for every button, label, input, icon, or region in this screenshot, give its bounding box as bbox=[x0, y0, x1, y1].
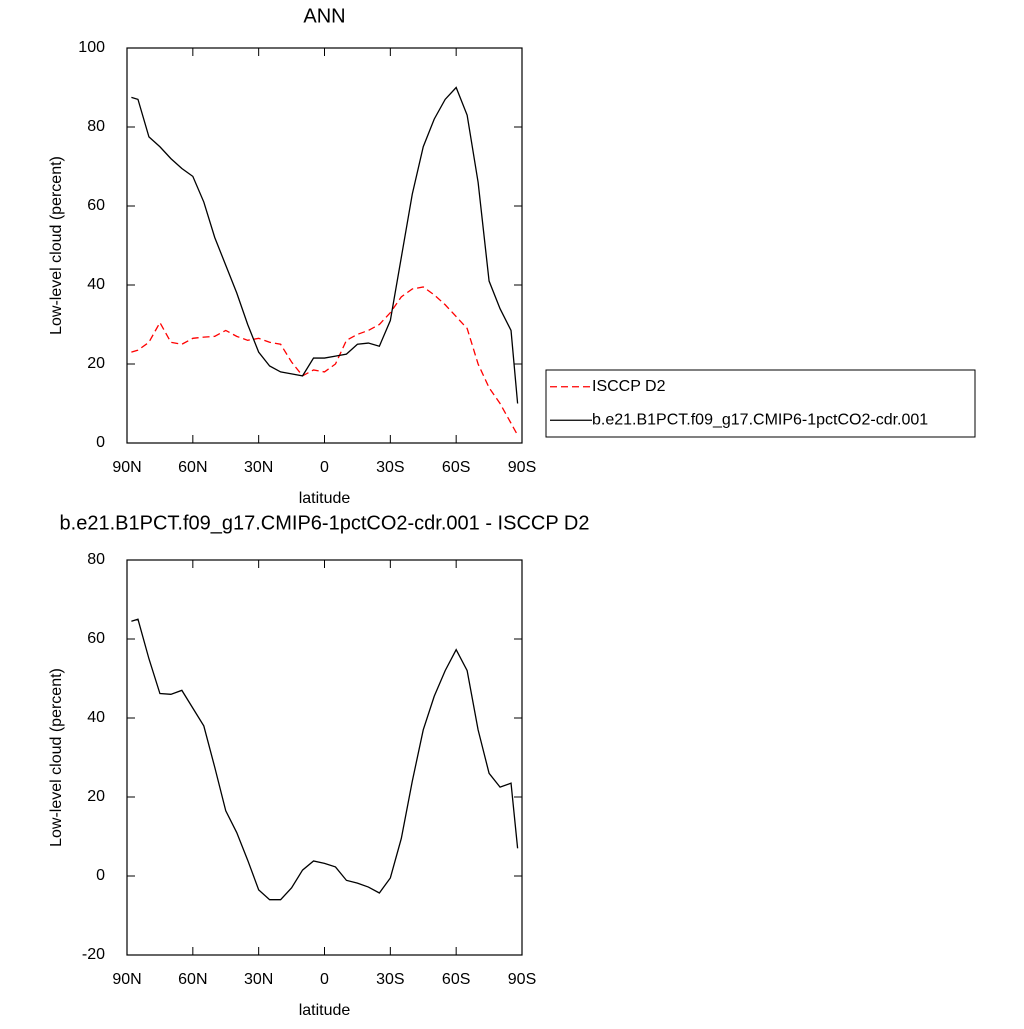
plot-frame bbox=[126, 47, 523, 444]
legend: ISCCP D2 b.e21.B1PCT.f09_g17.CMIP6-1pctCO… bbox=[545, 369, 976, 438]
legend-label: ISCCP D2 bbox=[592, 378, 666, 395]
y-axis-label: Low-level cloud (percent) bbox=[48, 668, 65, 847]
y-axis-label: Low-level cloud (percent) bbox=[48, 156, 65, 335]
chart-title: ANN bbox=[303, 5, 345, 27]
y-tick-label: 80 bbox=[87, 118, 105, 135]
plot-frame bbox=[126, 559, 523, 956]
x-tick-label: 30N bbox=[244, 971, 273, 988]
y-tick-label: 0 bbox=[96, 434, 105, 451]
x-tick-label: 30S bbox=[376, 459, 404, 476]
x-tick-label: 90S bbox=[508, 459, 536, 476]
y-tick-label: 20 bbox=[87, 355, 105, 372]
chart-title: b.e21.B1PCT.f09_g17.CMIP6-1pctCO2-cdr.00… bbox=[60, 512, 590, 534]
x-tick-label: 60S bbox=[442, 971, 470, 988]
legend-box bbox=[545, 369, 976, 438]
y-tick-label: 20 bbox=[87, 788, 105, 805]
x-tick-label: 60N bbox=[178, 971, 207, 988]
x-tick-label: 60S bbox=[442, 459, 470, 476]
series-line bbox=[131, 618, 519, 901]
y-tick-label: 60 bbox=[87, 197, 105, 214]
x-axis-label: latitude bbox=[299, 490, 351, 507]
x-tick-label: 0 bbox=[320, 459, 329, 476]
y-tick-label: -20 bbox=[82, 946, 105, 963]
x-tick-label: 30N bbox=[244, 459, 273, 476]
x-tick-label: 90N bbox=[112, 459, 141, 476]
series-line bbox=[131, 286, 519, 436]
y-tick-label: 60 bbox=[87, 630, 105, 647]
y-tick-label: 0 bbox=[96, 867, 105, 884]
y-tick-label: 40 bbox=[87, 276, 105, 293]
x-tick-label: 30S bbox=[376, 971, 404, 988]
series-line bbox=[131, 86, 519, 404]
x-tick-label: 90S bbox=[508, 971, 536, 988]
y-tick-label: 40 bbox=[87, 709, 105, 726]
x-axis-label: latitude bbox=[299, 1002, 351, 1019]
y-tick-label: 80 bbox=[87, 551, 105, 568]
x-tick-label: 60N bbox=[178, 459, 207, 476]
y-tick-label: 100 bbox=[78, 39, 105, 56]
legend-label: b.e21.B1PCT.f09_g17.CMIP6-1pctCO2-cdr.00… bbox=[592, 411, 928, 428]
x-tick-label: 90N bbox=[112, 971, 141, 988]
x-tick-label: 0 bbox=[320, 971, 329, 988]
